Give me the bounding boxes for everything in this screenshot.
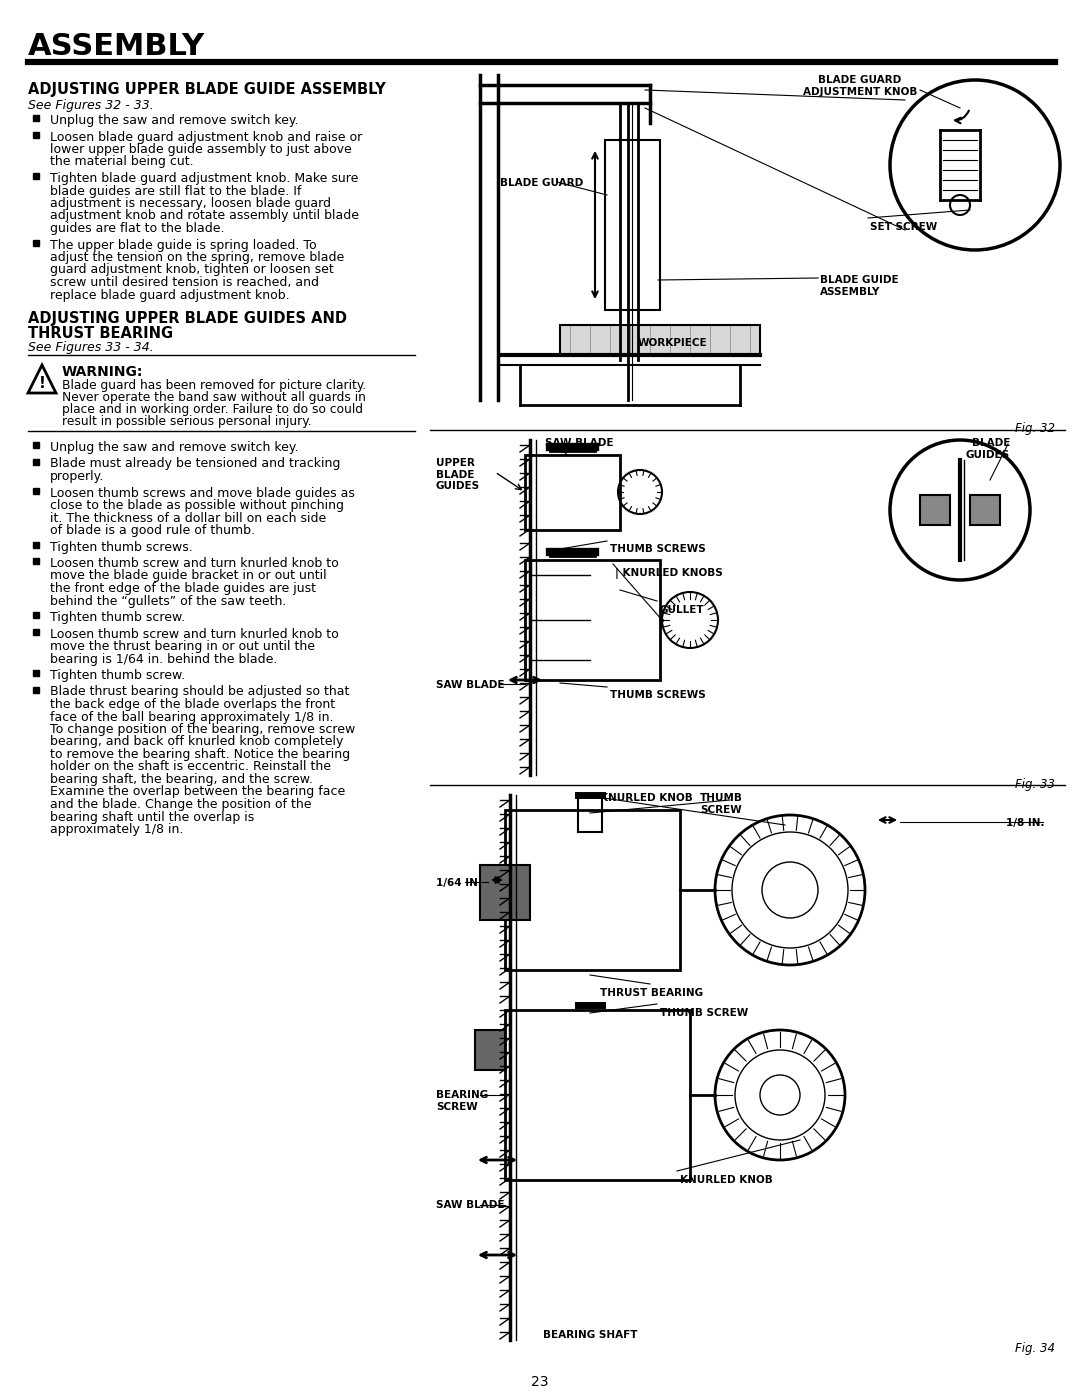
Text: bearing shaft until the overlap is: bearing shaft until the overlap is bbox=[50, 810, 254, 823]
Bar bbox=[505, 810, 680, 970]
Text: Loosen blade guard adjustment knob and raise or: Loosen blade guard adjustment knob and r… bbox=[50, 130, 362, 144]
Text: KNURLED KNOB: KNURLED KNOB bbox=[680, 1175, 773, 1185]
Text: Tighten blade guard adjustment knob. Make sure: Tighten blade guard adjustment knob. Mak… bbox=[50, 172, 359, 184]
Text: Unplug the saw and remove switch key.: Unplug the saw and remove switch key. bbox=[50, 115, 298, 127]
Text: ADJUSTING UPPER BLADE GUIDE ASSEMBLY: ADJUSTING UPPER BLADE GUIDE ASSEMBLY bbox=[28, 82, 386, 96]
Text: Never operate the band saw without all guards in: Never operate the band saw without all g… bbox=[62, 391, 366, 404]
Text: and the blade. Change the position of the: and the blade. Change the position of th… bbox=[50, 798, 311, 812]
Text: BLADE GUIDE
ASSEMBLY: BLADE GUIDE ASSEMBLY bbox=[820, 275, 899, 296]
Text: result in possible serious personal injury.: result in possible serious personal inju… bbox=[62, 415, 312, 427]
Bar bbox=[505, 1010, 690, 1180]
Text: THUMB SCREWS: THUMB SCREWS bbox=[610, 543, 705, 555]
Circle shape bbox=[715, 814, 865, 965]
Text: it. The thickness of a dollar bill on each side: it. The thickness of a dollar bill on ea… bbox=[50, 511, 326, 524]
Circle shape bbox=[715, 1030, 845, 1160]
Bar bbox=[480, 865, 530, 921]
Text: See Figures 32 - 33.: See Figures 32 - 33. bbox=[28, 99, 153, 112]
Text: holder on the shaft is eccentric. Reinstall the: holder on the shaft is eccentric. Reinst… bbox=[50, 760, 330, 774]
Text: blade guides are still flat to the blade. If: blade guides are still flat to the blade… bbox=[50, 184, 301, 197]
Text: of blade is a good rule of thumb.: of blade is a good rule of thumb. bbox=[50, 524, 255, 536]
Text: THRUST BEARING: THRUST BEARING bbox=[28, 326, 173, 341]
Text: Blade thrust bearing should be adjusted so that: Blade thrust bearing should be adjusted … bbox=[50, 686, 349, 698]
Text: UPPER
BLADE
GUIDES: UPPER BLADE GUIDES bbox=[436, 458, 481, 492]
Text: approximately 1/8 in.: approximately 1/8 in. bbox=[50, 823, 184, 835]
Text: bearing, and back off knurled knob completely: bearing, and back off knurled knob compl… bbox=[50, 735, 343, 749]
Text: Blade guard has been removed for picture clarity.: Blade guard has been removed for picture… bbox=[62, 379, 366, 393]
Text: Tighten thumb screws.: Tighten thumb screws. bbox=[50, 541, 192, 553]
Text: adjustment knob and rotate assembly until blade: adjustment knob and rotate assembly unti… bbox=[50, 210, 359, 222]
Text: Examine the overlap between the bearing face: Examine the overlap between the bearing … bbox=[50, 785, 346, 799]
Text: See Figures 33 - 34.: See Figures 33 - 34. bbox=[28, 341, 153, 353]
Text: SAW BLADE: SAW BLADE bbox=[545, 439, 613, 448]
Text: BLADE
GUIDES: BLADE GUIDES bbox=[966, 439, 1010, 460]
Text: Unplug the saw and remove switch key.: Unplug the saw and remove switch key. bbox=[50, 441, 298, 454]
Text: lower upper blade guide assembly to just above: lower upper blade guide assembly to just… bbox=[50, 142, 352, 156]
Text: SET SCREW: SET SCREW bbox=[870, 222, 937, 232]
Text: To change position of the bearing, remove screw: To change position of the bearing, remov… bbox=[50, 724, 355, 736]
Text: The upper blade guide is spring loaded. To: The upper blade guide is spring loaded. … bbox=[50, 239, 316, 251]
Text: Blade must already be tensioned and tracking: Blade must already be tensioned and trac… bbox=[50, 457, 340, 471]
Text: place and in working order. Failure to do so could: place and in working order. Failure to d… bbox=[62, 402, 363, 416]
Text: ADJUSTING UPPER BLADE GUIDES AND: ADJUSTING UPPER BLADE GUIDES AND bbox=[28, 312, 347, 326]
Bar bbox=[525, 455, 620, 529]
Text: the back edge of the blade overlaps the front: the back edge of the blade overlaps the … bbox=[50, 698, 335, 711]
Text: move the blade guide bracket in or out until: move the blade guide bracket in or out u… bbox=[50, 570, 326, 583]
Text: bearing is 1/64 in. behind the blade.: bearing is 1/64 in. behind the blade. bbox=[50, 652, 278, 665]
Bar bbox=[525, 560, 660, 680]
Text: Fig. 34: Fig. 34 bbox=[1015, 1343, 1055, 1355]
Text: close to the blade as possible without pinching: close to the blade as possible without p… bbox=[50, 499, 345, 511]
Text: SAW BLADE: SAW BLADE bbox=[436, 1200, 504, 1210]
Text: 23: 23 bbox=[531, 1375, 549, 1389]
Text: Tighten thumb screw.: Tighten thumb screw. bbox=[50, 669, 185, 682]
Text: Loosen thumb screw and turn knurled knob to: Loosen thumb screw and turn knurled knob… bbox=[50, 627, 339, 640]
Text: Tighten thumb screw.: Tighten thumb screw. bbox=[50, 610, 185, 624]
Text: face of the ball bearing approximately 1/8 in.: face of the ball bearing approximately 1… bbox=[50, 711, 334, 724]
Text: the material being cut.: the material being cut. bbox=[50, 155, 193, 169]
Text: BLADE GUARD
ADJUSTMENT KNOB: BLADE GUARD ADJUSTMENT KNOB bbox=[802, 75, 917, 96]
Text: guard adjustment knob, tighten or loosen set: guard adjustment knob, tighten or loosen… bbox=[50, 264, 334, 277]
Bar bbox=[920, 495, 950, 525]
Text: to remove the bearing shaft. Notice the bearing: to remove the bearing shaft. Notice the … bbox=[50, 747, 350, 761]
Text: screw until desired tension is reached, and: screw until desired tension is reached, … bbox=[50, 277, 319, 289]
Text: the front edge of the blade guides are just: the front edge of the blade guides are j… bbox=[50, 583, 316, 595]
Text: Fig. 32: Fig. 32 bbox=[1015, 422, 1055, 434]
Text: 1/64 IN.: 1/64 IN. bbox=[436, 877, 482, 888]
Text: WARNING:: WARNING: bbox=[62, 365, 144, 379]
Text: replace blade guard adjustment knob.: replace blade guard adjustment knob. bbox=[50, 289, 289, 302]
Text: bearing shaft, the bearing, and the screw.: bearing shaft, the bearing, and the scre… bbox=[50, 773, 313, 787]
Text: ASSEMBLY: ASSEMBLY bbox=[28, 32, 205, 61]
Text: THUMB SCREWS: THUMB SCREWS bbox=[610, 690, 705, 700]
Circle shape bbox=[890, 440, 1030, 580]
Text: THUMB
SCREW: THUMB SCREW bbox=[700, 793, 743, 814]
Text: Fig. 33: Fig. 33 bbox=[1015, 778, 1055, 791]
Bar bbox=[561, 326, 760, 355]
Text: move the thrust bearing in or out until the: move the thrust bearing in or out until … bbox=[50, 640, 315, 652]
Text: !: ! bbox=[39, 376, 45, 391]
Bar bbox=[970, 495, 1000, 525]
Text: THRUST BEARING: THRUST BEARING bbox=[600, 988, 703, 997]
Text: properly.: properly. bbox=[50, 469, 105, 483]
Text: SAW BLADE: SAW BLADE bbox=[436, 680, 504, 690]
Text: BEARING SHAFT: BEARING SHAFT bbox=[543, 1330, 637, 1340]
Text: GULLET: GULLET bbox=[660, 605, 704, 615]
Text: THUMB SCREW: THUMB SCREW bbox=[660, 1009, 748, 1018]
Text: guides are flat to the blade.: guides are flat to the blade. bbox=[50, 222, 225, 235]
Text: | KNURLED KNOBS: | KNURLED KNOBS bbox=[615, 569, 723, 578]
Text: WORKPIECE: WORKPIECE bbox=[638, 338, 707, 348]
Text: KNURLED KNOB: KNURLED KNOB bbox=[600, 793, 692, 803]
Text: 1/8 IN.: 1/8 IN. bbox=[1007, 819, 1045, 828]
Text: BLADE GUARD: BLADE GUARD bbox=[500, 177, 583, 189]
Text: adjust the tension on the spring, remove blade: adjust the tension on the spring, remove… bbox=[50, 251, 345, 264]
Circle shape bbox=[890, 80, 1059, 250]
Bar bbox=[475, 1030, 505, 1070]
Text: behind the “gullets” of the saw teeth.: behind the “gullets” of the saw teeth. bbox=[50, 595, 286, 608]
Text: BEARING
SCREW: BEARING SCREW bbox=[436, 1090, 488, 1112]
Text: Loosen thumb screws and move blade guides as: Loosen thumb screws and move blade guide… bbox=[50, 486, 355, 500]
Text: Loosen thumb screw and turn knurled knob to: Loosen thumb screw and turn knurled knob… bbox=[50, 557, 339, 570]
Bar bbox=[605, 140, 660, 310]
Text: adjustment is necessary, loosen blade guard: adjustment is necessary, loosen blade gu… bbox=[50, 197, 330, 210]
